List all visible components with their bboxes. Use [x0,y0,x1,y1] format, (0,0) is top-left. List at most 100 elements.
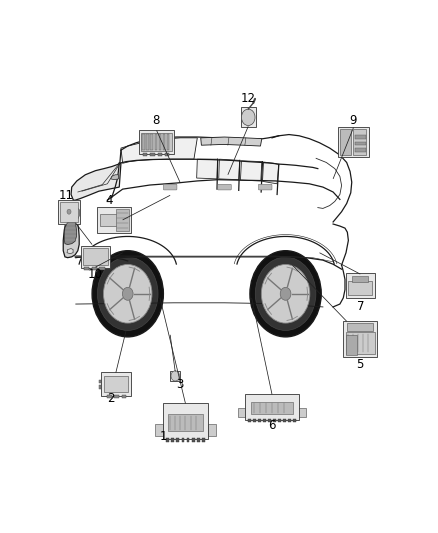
Bar [142,134,145,150]
Bar [339,129,351,155]
Polygon shape [67,248,73,254]
Polygon shape [219,159,240,180]
Text: 9: 9 [350,114,357,127]
Circle shape [103,264,152,323]
Bar [353,129,367,155]
Circle shape [92,251,163,337]
Bar [237,408,246,417]
FancyBboxPatch shape [241,107,256,127]
Circle shape [261,264,310,323]
Text: 2: 2 [107,392,114,405]
Circle shape [122,287,133,300]
Bar [348,281,372,295]
Text: 7: 7 [357,301,364,313]
Bar [99,267,105,270]
Bar [60,201,78,222]
FancyBboxPatch shape [346,273,374,298]
Bar [177,439,179,442]
Bar [143,153,147,156]
Bar [273,419,276,422]
Text: 1: 1 [159,430,167,443]
Bar [141,133,172,151]
Bar [258,419,261,422]
Bar [293,419,296,422]
Bar [84,267,89,270]
FancyBboxPatch shape [218,184,231,190]
Bar [171,439,174,442]
Polygon shape [201,137,262,146]
Bar [253,419,256,422]
Bar [347,322,373,332]
Bar [263,419,266,422]
Circle shape [255,257,316,330]
Circle shape [97,257,158,330]
Bar [251,402,293,414]
Bar [355,148,366,152]
Bar [208,424,215,437]
FancyBboxPatch shape [58,199,80,224]
Text: 10: 10 [88,268,103,280]
Bar [197,439,200,442]
Polygon shape [63,216,79,257]
Bar [99,379,102,383]
Bar [83,248,108,265]
Circle shape [241,109,255,125]
Bar [288,419,291,422]
Bar [166,439,169,442]
FancyBboxPatch shape [245,393,299,420]
Bar [355,135,366,139]
Bar [107,395,112,398]
Text: 4: 4 [105,193,113,207]
Bar [187,439,189,442]
Bar [104,376,127,392]
Bar [100,214,128,226]
Bar [155,134,157,150]
Bar [166,153,170,156]
Bar [268,419,271,422]
FancyBboxPatch shape [162,403,208,439]
Text: 3: 3 [177,378,184,391]
FancyBboxPatch shape [81,246,110,268]
Circle shape [250,251,321,337]
Bar [181,439,184,442]
Polygon shape [262,162,279,184]
Polygon shape [197,159,218,179]
Bar [155,424,163,437]
Bar [355,142,366,146]
Bar [352,276,368,282]
Bar [158,153,162,156]
Bar [114,395,119,398]
Text: 11: 11 [59,189,74,202]
Polygon shape [68,208,79,221]
Polygon shape [71,163,121,200]
Bar [159,134,161,150]
FancyBboxPatch shape [139,130,174,154]
Polygon shape [111,175,119,180]
Bar [283,419,286,422]
Bar [122,395,126,398]
FancyBboxPatch shape [163,184,177,190]
Bar [346,335,357,354]
FancyBboxPatch shape [97,207,131,233]
FancyBboxPatch shape [338,127,369,157]
Polygon shape [64,221,77,245]
Circle shape [171,371,180,381]
Bar [202,439,205,442]
Circle shape [280,287,291,300]
Bar [92,267,97,270]
FancyBboxPatch shape [101,372,131,396]
FancyBboxPatch shape [258,184,272,190]
Text: 5: 5 [357,358,364,371]
Bar [278,419,281,422]
Bar [346,332,374,354]
Text: 6: 6 [268,419,276,432]
Polygon shape [240,161,262,181]
FancyBboxPatch shape [170,371,180,381]
Bar [298,408,307,417]
FancyBboxPatch shape [343,321,377,357]
Polygon shape [121,138,197,163]
Text: 8: 8 [152,114,159,127]
Bar [248,419,251,422]
Bar [167,134,169,150]
Bar [192,439,194,442]
